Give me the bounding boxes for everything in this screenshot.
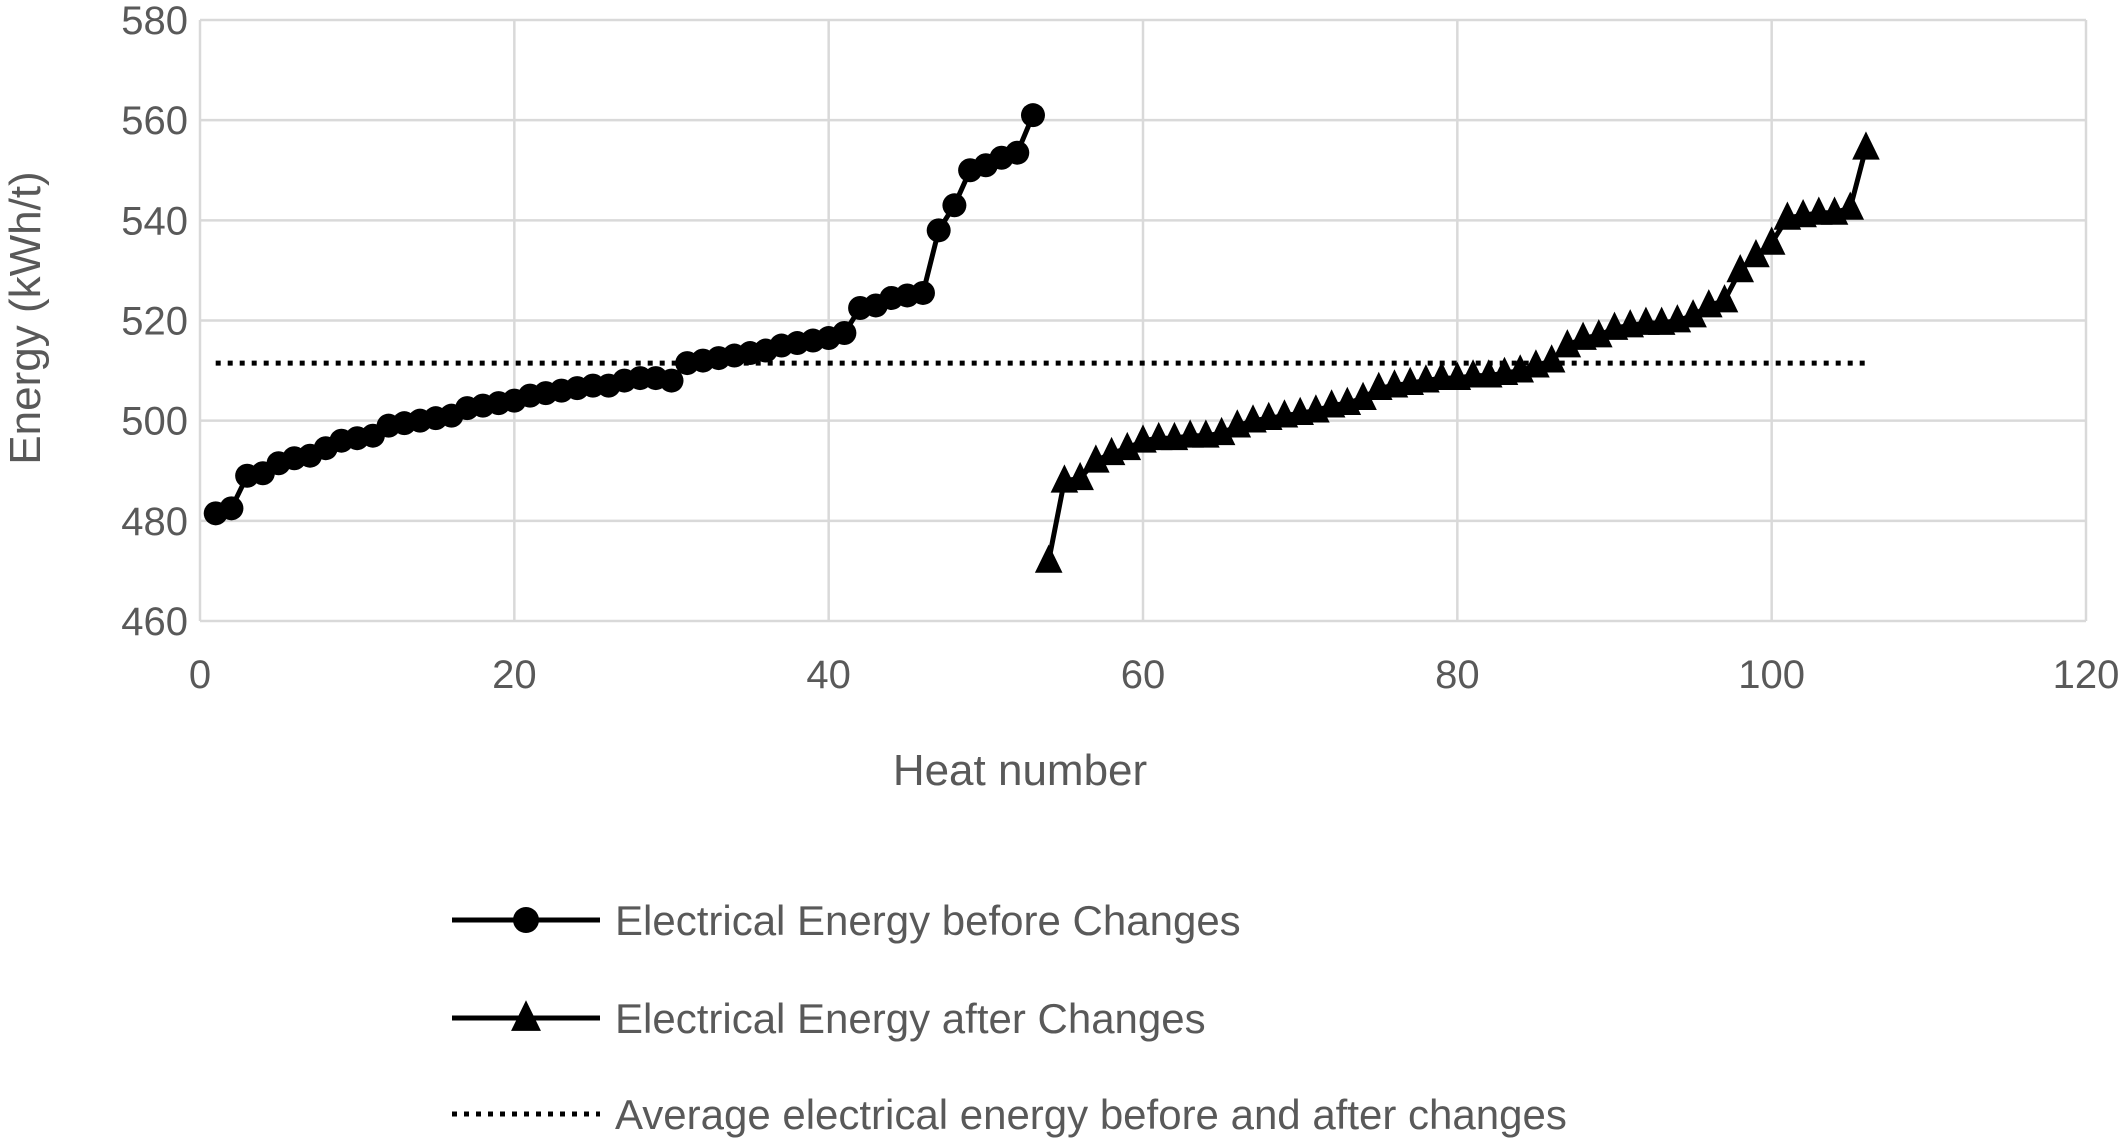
legend-label: Electrical Energy before Changes — [615, 897, 1241, 944]
data-point-triangle — [1710, 284, 1739, 313]
data-point-circle — [910, 280, 935, 305]
y-tick-label: 540 — [121, 199, 188, 243]
data-point-circle — [832, 321, 857, 346]
data-point-circle — [513, 907, 539, 933]
data-point-triangle — [1113, 431, 1142, 461]
x-tick-label: 40 — [806, 653, 851, 697]
y-tick-label: 580 — [121, 0, 188, 43]
y-tick-label: 560 — [121, 99, 188, 143]
legend-label: Average electrical energy before and aft… — [615, 1091, 1567, 1138]
data-point-circle — [659, 368, 684, 393]
x-tick-label: 60 — [1121, 653, 1166, 697]
grid — [198, 18, 2088, 623]
data-point-triangle — [1757, 226, 1786, 255]
data-point-triangle — [1066, 461, 1094, 491]
x-tick-label: 100 — [1738, 653, 1805, 697]
data-point-triangle — [1082, 444, 1110, 473]
data-point-triangle — [1537, 344, 1566, 373]
tick-labels: 0 20 40 60 80 100 120 460 480 500 520 540 560 580 — [121, 0, 2119, 697]
data-point-triangle — [511, 1000, 541, 1031]
y-tick-label: 480 — [121, 500, 188, 544]
data-point-circle — [1020, 103, 1045, 128]
data-point-triangle — [1836, 191, 1865, 220]
data-point-triangle — [1679, 299, 1707, 328]
legend-item-3: Average electrical energy before and aft… — [452, 1091, 1567, 1138]
x-tick-label: 120 — [2053, 653, 2120, 697]
y-tick-label: 460 — [121, 600, 188, 644]
x-tick-label: 80 — [1435, 653, 1480, 697]
data-point-triangle — [1349, 381, 1377, 411]
x-tick-label: 20 — [492, 653, 537, 697]
series-2 — [1034, 131, 1880, 573]
plot-area — [203, 103, 1880, 573]
data-point-triangle — [1553, 329, 1582, 358]
data-point-circle — [942, 193, 967, 218]
y-tick-label: 520 — [121, 300, 188, 344]
x-axis-title: Heat number — [893, 746, 1147, 795]
x-tick-label: 0 — [189, 653, 211, 697]
y-tick-label: 500 — [121, 400, 188, 444]
data-point-triangle — [1207, 416, 1236, 446]
data-point-triangle — [1852, 131, 1880, 160]
data-point-circle — [219, 496, 244, 521]
series-1 — [203, 103, 1045, 526]
data-point-triangle — [1742, 239, 1770, 268]
data-point-triangle — [1584, 319, 1613, 348]
series-line — [214, 114, 1036, 516]
data-point-circle — [926, 218, 951, 243]
data-point-triangle — [1034, 544, 1063, 573]
legend-item-2: Electrical Energy after Changes — [452, 995, 1206, 1042]
data-point-circle — [1005, 140, 1030, 165]
y-axis-title: Energy (kWh/t) — [1, 171, 50, 464]
data-point-triangle — [1726, 254, 1755, 283]
legend: Electrical Energy before Changes Electric… — [452, 897, 1567, 1138]
legend-label: Electrical Energy after Changes — [615, 995, 1206, 1042]
legend-item-1: Electrical Energy before Changes — [452, 897, 1241, 944]
